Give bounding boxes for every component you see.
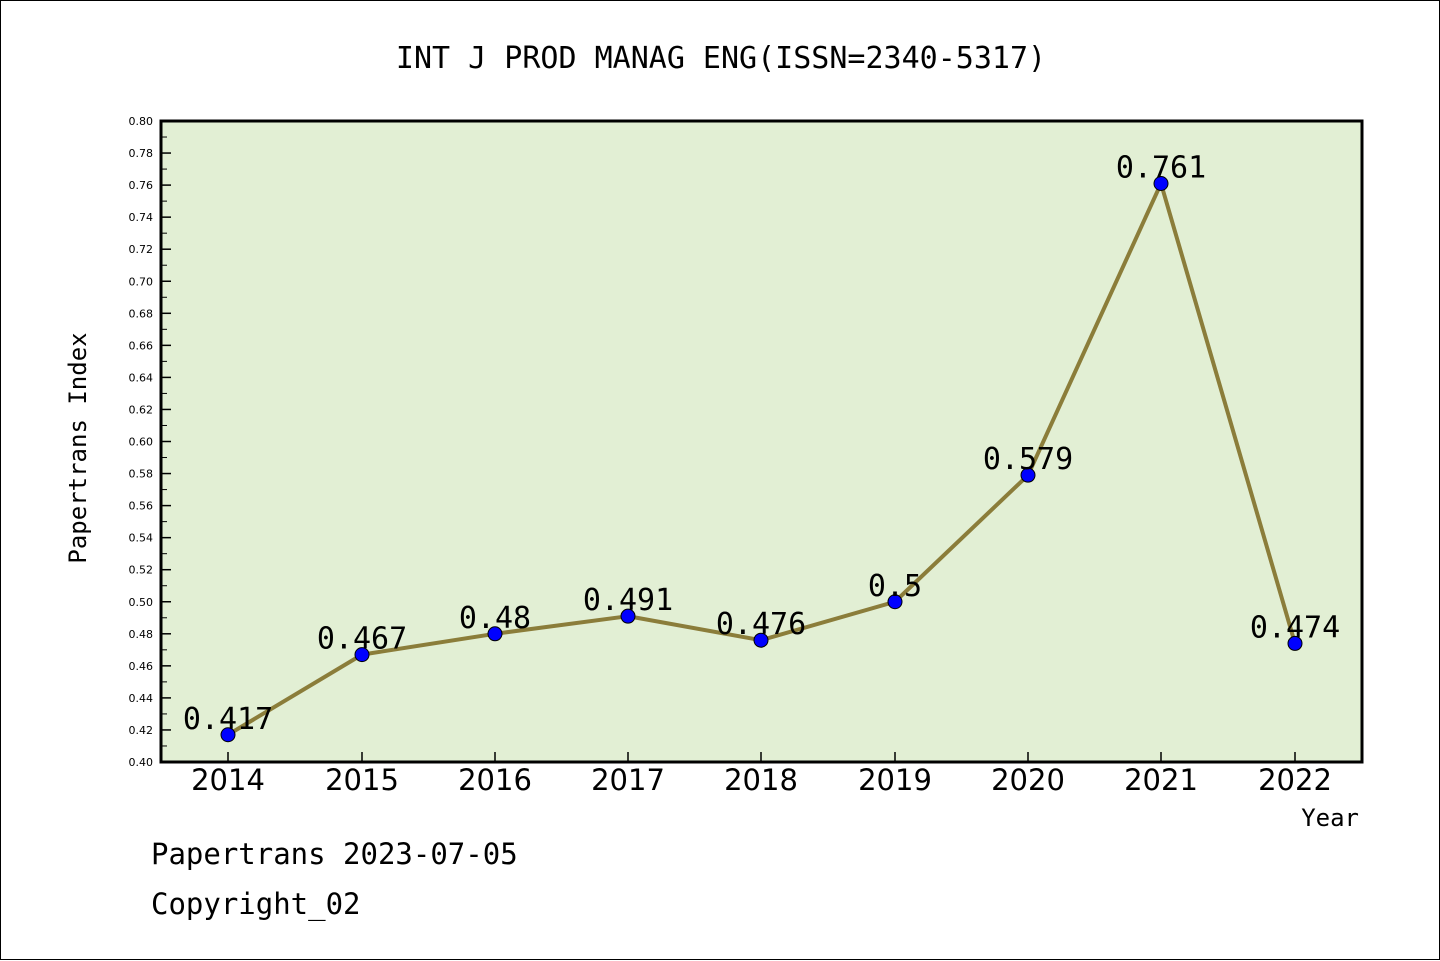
- y-axis: 0.40 0.42 0.44 0.46 0.48 0.50 0.52 0.54 0.56 0.58…: [129, 115, 171, 769]
- y-tick-label: 0.66: [129, 339, 154, 352]
- data-labels: 0.417 0.467 0.48 0.491 0.476 0.5 0.579 0.761 0.4…: [183, 150, 1340, 736]
- y-tick-label: 0.52: [129, 564, 154, 577]
- x-tick-label: 2015: [325, 763, 399, 797]
- data-points: [220, 175, 1303, 743]
- footer-source: Papertrans 2023-07-05: [151, 837, 518, 871]
- y-tick-label: 0.74: [129, 211, 154, 224]
- data-point: [354, 647, 370, 663]
- y-tick-label: 0.78: [129, 147, 154, 160]
- x-tick-label: 2022: [1258, 763, 1332, 797]
- y-axis-label: Papertrans Index: [64, 332, 92, 563]
- x-tick-label: 2021: [1124, 763, 1198, 797]
- y-tick-label: 0.56: [129, 500, 154, 513]
- data-label: 0.476: [716, 607, 806, 642]
- data-point: [753, 632, 769, 648]
- data-label: 0.579: [983, 442, 1073, 477]
- chart-title: INT J PROD MANAG ENG(ISSN=2340-5317): [396, 41, 1046, 76]
- y-tick-label: 0.62: [129, 403, 154, 416]
- data-label: 0.5: [868, 569, 922, 604]
- data-point: [887, 594, 903, 610]
- x-tick-label: 2016: [458, 763, 532, 797]
- y-tick-label: 0.68: [129, 307, 154, 320]
- x-tick-label: 2019: [858, 763, 932, 797]
- x-tick-label: 2014: [191, 763, 265, 797]
- y-tick-label: 0.48: [129, 628, 154, 641]
- y-tick-label: 0.80: [129, 115, 154, 128]
- y-tick-label: 0.54: [129, 532, 154, 545]
- y-tick-label: 0.72: [129, 243, 154, 256]
- data-point: [1287, 635, 1303, 651]
- x-tick-label: 2018: [724, 763, 798, 797]
- data-label: 0.491: [583, 583, 673, 618]
- data-point: [620, 608, 636, 624]
- data-point: [1020, 467, 1036, 483]
- data-label: 0.417: [183, 702, 273, 737]
- y-tick-label: 0.44: [129, 692, 154, 705]
- y-tick-label: 0.76: [129, 179, 154, 192]
- data-label: 0.761: [1116, 150, 1206, 185]
- data-label: 0.474: [1250, 610, 1340, 645]
- data-point: [220, 727, 236, 743]
- y-tick-label: 0.58: [129, 468, 154, 481]
- x-axis-label: Year: [1301, 804, 1359, 832]
- data-label: 0.467: [317, 622, 407, 657]
- data-point: [1153, 175, 1169, 191]
- data-label: 0.48: [459, 601, 531, 636]
- x-tick-label: 2017: [591, 763, 665, 797]
- y-tick-label: 0.42: [129, 724, 154, 737]
- y-tick-label: 0.46: [129, 660, 154, 673]
- y-tick-label: 0.50: [129, 596, 154, 609]
- x-axis: 2014 2015 2016 2017 2018 2019 2020 2021 2022: [191, 752, 1332, 797]
- y-tick-label: 0.40: [129, 756, 154, 769]
- x-tick-label: 2020: [991, 763, 1065, 797]
- data-point: [487, 626, 503, 642]
- y-tick-label: 0.60: [129, 436, 154, 449]
- y-tick-label: 0.64: [129, 371, 154, 384]
- y-minor-ticks: [161, 136, 167, 747]
- footer-copyright: Copyright_02: [151, 887, 361, 921]
- y-tick-label: 0.70: [129, 275, 154, 288]
